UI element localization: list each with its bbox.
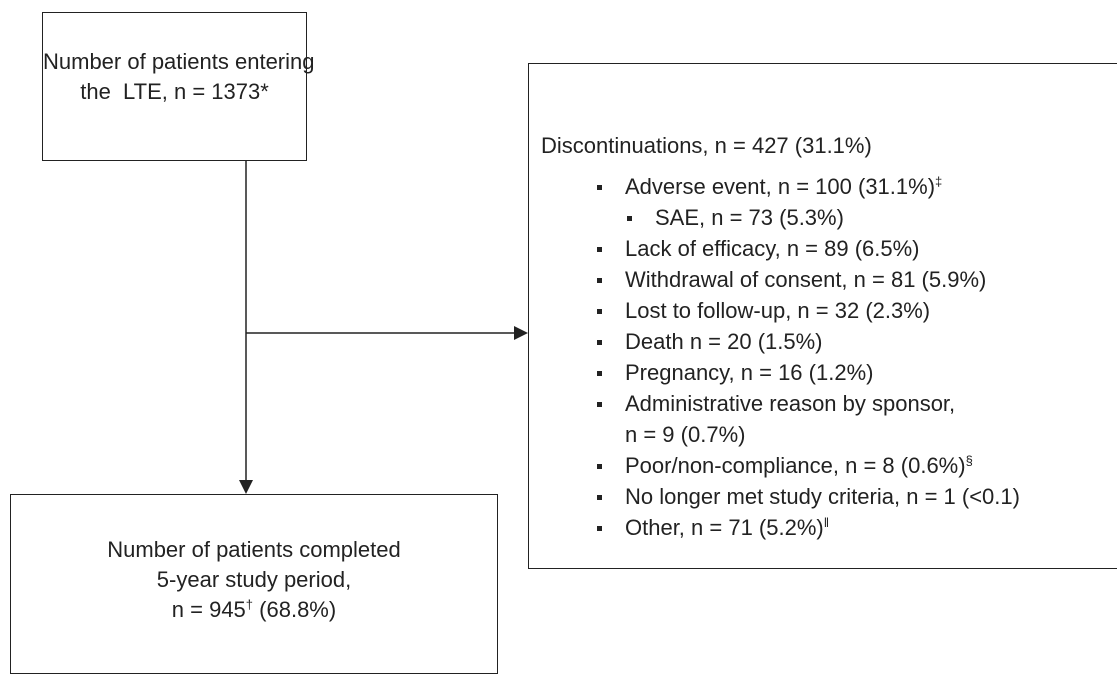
bullet [597, 340, 602, 345]
footnote-mark: ‡ [935, 174, 943, 189]
text: Withdrawal of consent, n = 81 (5.9%) [625, 267, 987, 292]
text: Death n = 20 (1.5%) [625, 329, 823, 354]
arrowhead [514, 326, 528, 340]
footnote-mark: ‖ [823, 515, 830, 530]
text: Pregnancy, n = 16 (1.2%) [625, 360, 874, 385]
bullet [597, 371, 602, 376]
entering-box: Number of patients entering the LTE, n =… [42, 12, 315, 161]
bullet [597, 464, 602, 469]
completed-box: Number of patients completed 5-year stud… [10, 494, 498, 674]
box-text: 5-year study period, [156, 567, 352, 592]
text: n = 945 [171, 597, 246, 622]
bullet [627, 216, 632, 221]
text: Lost to follow-up, n = 32 (2.3%) [625, 298, 931, 323]
bullet [597, 402, 602, 407]
bullet [597, 526, 602, 531]
bullet [597, 278, 602, 283]
text: Administrative reason by sponsor, [625, 391, 956, 416]
bullet [597, 309, 602, 314]
box-text: n = 945† (68.8%) [11, 597, 497, 623]
text: Poor/non-compliance, n = 8 (0.6%) [625, 453, 966, 478]
footnote-mark: § [965, 453, 973, 468]
bullet [597, 247, 602, 252]
bullet [597, 495, 602, 500]
box-title: Discontinuations, n = 427 (31.1%) [541, 133, 872, 158]
item-text: No longer met study criteria, n = 1 (<0.… [625, 484, 1020, 510]
arrowhead [239, 480, 253, 494]
item-text: Poor/non-compliance, n = 8 (0.6%)§ [625, 453, 973, 479]
bullet [597, 185, 602, 190]
box-text: Number of patients completed [107, 537, 401, 562]
item-text: Adverse event, n = 100 (31.1%)‡ [625, 174, 942, 200]
item-text: Other, n = 71 (5.2%)‖ [625, 515, 829, 541]
discontinuations-box: Discontinuations, n = 427 (31.1%) Advers… [528, 63, 1117, 569]
item-text: SAE, n = 73 (5.3%) [655, 205, 844, 231]
item-text: Pregnancy, n = 16 (1.2%) [625, 360, 873, 386]
text: (68.8%) [259, 597, 337, 622]
item-text: Death n = 20 (1.5%) [625, 329, 823, 355]
box-text: the LTE, n = 1373* [80, 79, 269, 104]
item-text: Administrative reason by sponsor, [625, 391, 955, 417]
item-text: Withdrawal of consent, n = 81 (5.9%) [625, 267, 986, 293]
text: SAE, n = 73 (5.3%) [655, 205, 844, 230]
item-text: Lost to follow-up, n = 32 (2.3%) [625, 298, 930, 324]
item-text: Lack of efficacy, n = 89 (6.5%) [625, 236, 920, 262]
text: Other, n = 71 (5.2%) [625, 515, 824, 540]
text: No longer met study criteria, n = 1 (<0.… [625, 484, 1020, 509]
text: n = 9 (0.7%) [625, 422, 746, 447]
text: Lack of efficacy, n = 89 (6.5%) [625, 236, 920, 261]
footnote-mark: † [245, 597, 254, 612]
box-text: Number of patients entering [43, 49, 315, 74]
text: Adverse event, n = 100 (31.1%) [625, 174, 936, 199]
item-text: n = 9 (0.7%) [625, 422, 745, 448]
